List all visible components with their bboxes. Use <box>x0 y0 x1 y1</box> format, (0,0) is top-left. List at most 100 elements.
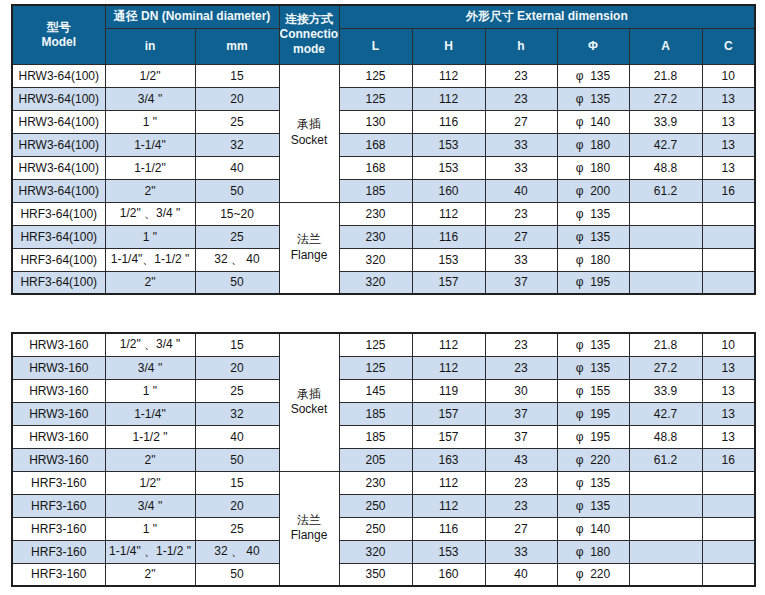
cell-L: 168 <box>339 133 412 156</box>
header-col-A: A <box>629 28 702 64</box>
cell-mm: 40 <box>195 425 279 448</box>
cell-H: 112 <box>412 202 485 225</box>
table-row: HRW3-1601-1/2 "4018515737φ 19548.813 <box>12 425 755 448</box>
header-connection-cn: 连接方式 <box>285 12 333 26</box>
header-col-C: C <box>702 28 755 64</box>
cell-h: 40 <box>485 179 557 202</box>
cell-mm: 15 <box>195 333 279 356</box>
cell-C: 13 <box>702 379 755 402</box>
cell-model: HRF3-64(100) <box>12 225 105 248</box>
cell-h: 23 <box>485 87 557 110</box>
cell-h: 23 <box>485 356 557 379</box>
header-col-L: L <box>339 28 412 64</box>
cell-phi: φ 135 <box>557 333 629 356</box>
cell-in: 1/2" 、3/4 " <box>105 333 195 356</box>
cell-A <box>629 471 702 494</box>
cell-model: HRW3-160 <box>12 356 105 379</box>
cell-L: 230 <box>339 471 412 494</box>
cell-H: 157 <box>412 425 485 448</box>
cell-h: 23 <box>485 494 557 517</box>
spec-table-primary: 型号 Model 通径 DN (Nominal diameter) 连接方式 C… <box>11 4 756 295</box>
cell-phi: φ 195 <box>557 425 629 448</box>
header-external-dimension: 外形尺寸 External dimension <box>339 5 755 28</box>
cell-in: 1-1/2 " <box>105 425 195 448</box>
cell-C <box>702 471 755 494</box>
cell-L: 320 <box>339 248 412 271</box>
cell-in: 3/4 " <box>105 494 195 517</box>
cell-L: 185 <box>339 179 412 202</box>
cell-A: 33.9 <box>629 379 702 402</box>
cell-L: 168 <box>339 156 412 179</box>
cell-H: 160 <box>412 563 485 586</box>
cell-L: 230 <box>339 202 412 225</box>
header-connection-mode: 连接方式 Connection mode <box>279 5 339 64</box>
spec-table-secondary: HRW3-1601/2" 、3/4 "15承插Socket12511223φ 1… <box>11 332 756 587</box>
cell-mm: 32 <box>195 402 279 425</box>
table-row: HRW3-64(100)3/4 "2012511223φ 13527.213 <box>12 87 755 110</box>
cell-L: 125 <box>339 87 412 110</box>
cell-H: 112 <box>412 471 485 494</box>
cell-model: HRF3-160 <box>12 471 105 494</box>
table-row: HRF3-1601/2"15法兰Flange23011223φ 135 <box>12 471 755 494</box>
cell-mm: 40 <box>195 156 279 179</box>
header-col-H: H <box>412 28 485 64</box>
cell-phi: φ 180 <box>557 540 629 563</box>
cell-mm: 32 、 40 <box>195 540 279 563</box>
cell-phi: φ 180 <box>557 133 629 156</box>
cell-in: 2" <box>105 563 195 586</box>
cell-h: 40 <box>485 563 557 586</box>
cell-h: 23 <box>485 202 557 225</box>
cell-connection-mode: 承插Socket <box>279 333 339 471</box>
cell-in: 1 " <box>105 225 195 248</box>
cell-A: 27.2 <box>629 356 702 379</box>
cell-H: 116 <box>412 517 485 540</box>
cell-in: 1 " <box>105 517 195 540</box>
cell-phi: φ 135 <box>557 471 629 494</box>
cell-phi: φ 140 <box>557 110 629 133</box>
header-row-sub: in mm L H h Φ A C <box>12 28 755 64</box>
cell-mm: 20 <box>195 356 279 379</box>
cell-in: 1-1/2" <box>105 156 195 179</box>
cell-A <box>629 271 702 294</box>
cell-L: 130 <box>339 110 412 133</box>
cell-model: HRF3-160 <box>12 563 105 586</box>
cell-A: 61.2 <box>629 179 702 202</box>
cell-phi: φ 180 <box>557 248 629 271</box>
cell-mm: 15 <box>195 471 279 494</box>
cell-C: 10 <box>702 333 755 356</box>
cell-A <box>629 563 702 586</box>
cell-mm: 15 <box>195 64 279 87</box>
cell-C: 16 <box>702 448 755 471</box>
cell-H: 153 <box>412 540 485 563</box>
connection-mode-line: Flange <box>280 528 339 544</box>
cell-L: 125 <box>339 333 412 356</box>
cell-h: 37 <box>485 271 557 294</box>
cell-model: HRW3-160 <box>12 425 105 448</box>
cell-in: 1 " <box>105 379 195 402</box>
cell-model: HRW3-160 <box>12 448 105 471</box>
cell-H: 112 <box>412 333 485 356</box>
table-row: HRF3-1603/4 "2025011223φ 135 <box>12 494 755 517</box>
header-col-h: h <box>485 28 557 64</box>
cell-h: 27 <box>485 517 557 540</box>
cell-phi: φ 140 <box>557 517 629 540</box>
cell-C <box>702 563 755 586</box>
cell-C <box>702 494 755 517</box>
cell-mm: 25 <box>195 517 279 540</box>
table-header: 型号 Model 通径 DN (Nominal diameter) 连接方式 C… <box>12 5 755 64</box>
cell-model: HRW3-160 <box>12 333 105 356</box>
cell-mm: 25 <box>195 225 279 248</box>
cell-mm: 50 <box>195 271 279 294</box>
cell-L: 185 <box>339 425 412 448</box>
cell-L: 320 <box>339 540 412 563</box>
cell-A: 61.2 <box>629 448 702 471</box>
cell-in: 1-1/4" 、1-1/2 " <box>105 540 195 563</box>
cell-C <box>702 248 755 271</box>
cell-H: 112 <box>412 64 485 87</box>
cell-mm: 32 <box>195 133 279 156</box>
cell-A <box>629 494 702 517</box>
cell-C <box>702 517 755 540</box>
cell-in: 2" <box>105 179 195 202</box>
table-row: HRW3-1602"5020516343φ 22061.216 <box>12 448 755 471</box>
cell-phi: φ 155 <box>557 379 629 402</box>
